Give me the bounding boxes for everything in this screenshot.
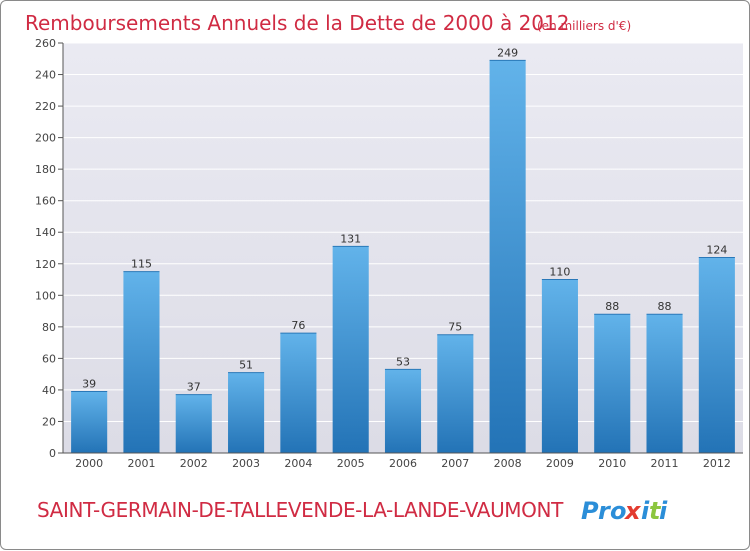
y-tick-label: 40 [42, 384, 56, 397]
commune-name: SAINT-GERMAIN-DE-TALLEVENDE-LA-LANDE-VAU… [37, 498, 564, 522]
bar-2008 [489, 60, 526, 453]
data-label: 249 [497, 46, 518, 59]
data-label: 53 [396, 355, 410, 368]
brand-letter: o [610, 497, 627, 525]
brand-letter: i [641, 497, 650, 525]
axes: 0 20 40 60 80 100 120 140 160 180 200 220 240 260 2000… [35, 37, 743, 470]
y-tick-label: 140 [35, 226, 56, 239]
brand-letter: P [581, 497, 599, 525]
x-tick-label: 2005 [337, 457, 365, 470]
x-tick-label: 2002 [180, 457, 208, 470]
bar-2004 [280, 333, 317, 453]
bar-2002 [175, 394, 212, 453]
data-label: 124 [706, 243, 727, 256]
y-tick-label: 160 [35, 195, 56, 208]
y-tick-label: 200 [35, 132, 56, 145]
y-tick-label: 60 [42, 352, 56, 365]
bar-2007 [437, 334, 474, 453]
bar-2011 [646, 314, 683, 453]
data-label: 88 [658, 300, 672, 313]
data-label: 37 [187, 381, 201, 394]
data-label: 115 [131, 258, 152, 271]
x-tick-label: 2008 [494, 457, 522, 470]
y-tick-label: 80 [42, 321, 56, 334]
bar-2010 [594, 314, 631, 453]
x-tick-label: 2007 [441, 457, 469, 470]
y-tick-label: 120 [35, 258, 56, 271]
bar-2012 [698, 257, 735, 453]
data-label: 76 [291, 319, 305, 332]
bars: 39 115 37 51 76 131 53 75 249 110 88 88 124 [71, 46, 735, 453]
x-tick-label: 2001 [127, 457, 155, 470]
x-tick-label: 2011 [651, 457, 679, 470]
brand-letter: t [649, 497, 662, 525]
chart-unit: (en milliers d'€) [537, 19, 631, 33]
x-tick-label: 2010 [598, 457, 626, 470]
x-tick-label: 2009 [546, 457, 574, 470]
bar-2005 [332, 246, 369, 453]
bar-2000 [71, 391, 108, 453]
x-tick-label: 2000 [75, 457, 103, 470]
data-label: 75 [448, 321, 462, 334]
data-label: 39 [82, 378, 96, 391]
x-tick-label: 2006 [389, 457, 417, 470]
data-label: 88 [605, 300, 619, 313]
y-tick-label: 100 [35, 289, 56, 302]
bar-2006 [384, 369, 422, 453]
y-tick-label: 240 [35, 69, 56, 82]
y-tick-label: 180 [35, 163, 56, 176]
brand-letter: x [624, 497, 642, 525]
brand-letter: r [598, 497, 612, 525]
bar-2003 [228, 372, 265, 453]
chart-title: Remboursements Annuels de la Dette de 20… [25, 11, 569, 35]
x-tick-label: 2004 [284, 457, 312, 470]
y-tick-label: 0 [49, 447, 56, 460]
bar-2001 [123, 271, 160, 453]
y-tick-label: 20 [42, 415, 56, 428]
y-tick-label: 260 [35, 37, 56, 50]
data-label: 51 [239, 359, 253, 372]
y-tick-label: 220 [35, 100, 56, 113]
data-label: 131 [340, 232, 361, 245]
x-tick-label: 2003 [232, 457, 260, 470]
brand-letter: i [659, 497, 668, 525]
data-label: 110 [549, 266, 570, 279]
bar-2009 [541, 279, 578, 453]
x-tick-label: 2012 [703, 457, 731, 470]
